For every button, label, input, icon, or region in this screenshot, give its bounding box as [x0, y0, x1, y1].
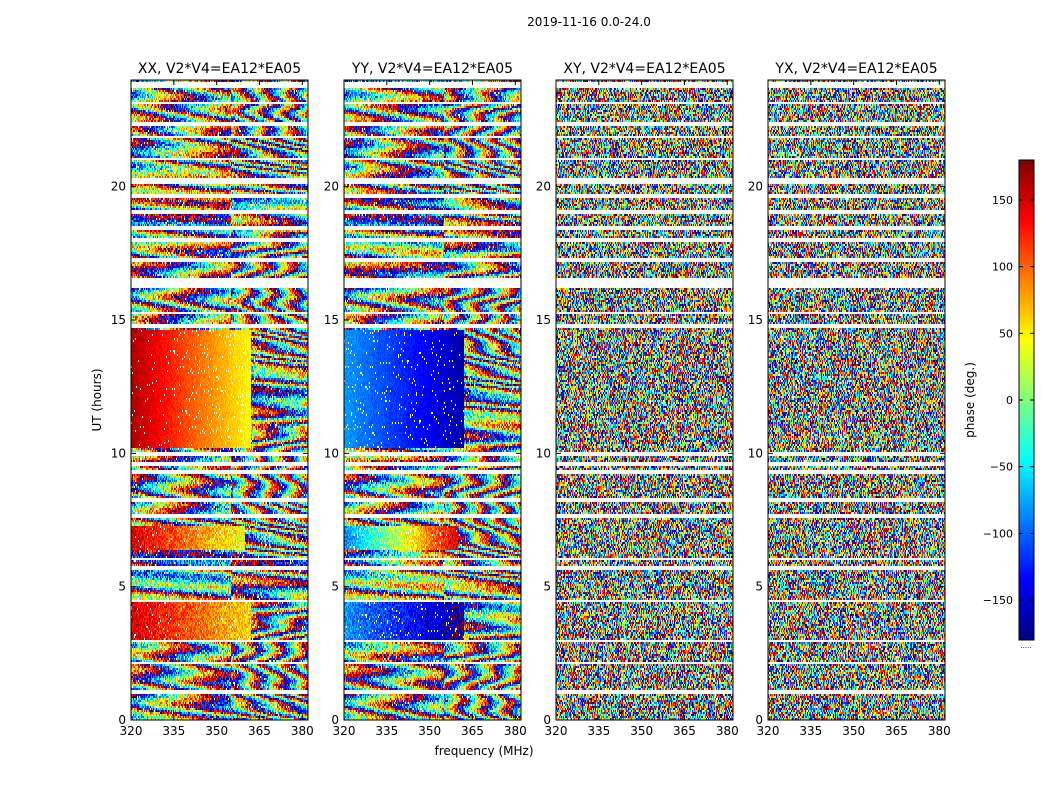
x-tick-label-2-320: 320 [545, 724, 568, 738]
heatmap-image-2 [556, 80, 733, 720]
y-tick-label-2-0: 0 [543, 713, 551, 727]
colorbar-footnote: ..... [1020, 642, 1031, 650]
x-tick-label-1-350: 350 [418, 724, 441, 738]
x-tick-label-2-350: 350 [630, 724, 653, 738]
panel-3: YX, V2*V4=EA12*EA05 320 335 350 365 380 0 5 10 15… [748, 61, 951, 738]
x-tick-label-0-320: 320 [120, 724, 143, 738]
y-tick-label-0-5: 5 [118, 580, 126, 594]
y-tick-label-3-20: 20 [748, 180, 763, 194]
colorbar-tick-label--100: −100 [983, 527, 1013, 540]
x-tick-label-1-380: 380 [504, 724, 527, 738]
y-axis-label: UT (hours) [90, 368, 104, 431]
x-tick-label-2-335: 335 [587, 724, 610, 738]
y-tick-label-3-15: 15 [748, 313, 763, 327]
panel-title-2: XY, V2*V4=EA12*EA05 [563, 61, 725, 77]
colorbar: 150 100 50 0 −50 −100 −150 [983, 159, 1035, 641]
x-tick-label-0-335: 335 [162, 724, 185, 738]
panel-frame-1 [343, 79, 522, 721]
y-tick-label-0-0: 0 [118, 713, 126, 727]
x-tick-label-3-365: 365 [885, 724, 908, 738]
panel-frame-3 [767, 79, 946, 721]
y-tick-label-3-5: 5 [755, 580, 763, 594]
colorbar-tick-label-0: 0 [1006, 394, 1013, 407]
heatmap-image-0 [131, 80, 308, 720]
colorbar-tick-label-50: 50 [999, 327, 1013, 340]
y-tick-label-0-20: 20 [111, 180, 126, 194]
panel-title-0: XX, V2*V4=EA12*EA05 [138, 61, 301, 77]
y-tick-label-1-0: 0 [331, 713, 339, 727]
heatmap-image-1 [344, 80, 521, 720]
panel-1: YY, V2*V4=EA12*EA05 320 335 350 365 380 0 5 10 15… [324, 61, 527, 738]
heatmap-image-3 [768, 80, 945, 720]
panel-0: XX, V2*V4=EA12*EA05 320 335 350 365 380 0 5 10 15… [111, 61, 314, 738]
figure-suptitle: 2019-11-16 0.0-24.0 [527, 15, 651, 29]
panel-frame-0 [130, 79, 309, 721]
y-tick-label-1-20: 20 [324, 180, 339, 194]
colorbar-tick-label--150: −150 [983, 594, 1013, 607]
x-tick-label-0-350: 350 [205, 724, 228, 738]
colorbar-label: phase (deg.) [963, 362, 977, 438]
x-tick-label-0-380: 380 [291, 724, 314, 738]
y-tick-label-3-0: 0 [755, 713, 763, 727]
panel-frame-2 [555, 79, 734, 721]
y-tick-label-2-5: 5 [543, 580, 551, 594]
colorbar-tick-label--50: −50 [990, 461, 1013, 474]
y-tick-label-0-15: 15 [111, 313, 126, 327]
panel-title-1: YY, V2*V4=EA12*EA05 [351, 61, 513, 77]
panels: XX, V2*V4=EA12*EA05 320 335 350 365 380 0 5 10 15… [111, 61, 951, 738]
x-tick-label-3-350: 350 [842, 724, 865, 738]
x-tick-label-3-320: 320 [757, 724, 780, 738]
x-tick-label-3-380: 380 [928, 724, 951, 738]
y-tick-label-1-5: 5 [331, 580, 339, 594]
x-tick-label-1-320: 320 [333, 724, 356, 738]
y-tick-label-2-20: 20 [536, 180, 551, 194]
x-tick-label-0-365: 365 [248, 724, 271, 738]
panel-2: XY, V2*V4=EA12*EA05 320 335 350 365 380 0 5 10 15… [536, 61, 739, 738]
y-tick-label-0-10: 10 [111, 446, 126, 460]
x-tick-label-1-335: 335 [375, 724, 398, 738]
y-tick-label-3-10: 10 [748, 446, 763, 460]
y-tick-label-1-10: 10 [324, 446, 339, 460]
y-tick-label-2-15: 15 [536, 313, 551, 327]
x-tick-label-3-335: 335 [799, 724, 822, 738]
x-tick-label-2-365: 365 [673, 724, 696, 738]
panel-title-3: YX, V2*V4=EA12*EA05 [774, 61, 937, 77]
y-tick-label-1-15: 15 [324, 313, 339, 327]
colorbar-tick-label-100: 100 [992, 261, 1013, 274]
x-axis-label: frequency (MHz) [434, 744, 533, 758]
x-tick-label-2-380: 380 [716, 724, 739, 738]
x-tick-label-1-365: 365 [461, 724, 484, 738]
colorbar-tick-label-150: 150 [992, 194, 1013, 207]
y-tick-label-2-10: 10 [536, 446, 551, 460]
